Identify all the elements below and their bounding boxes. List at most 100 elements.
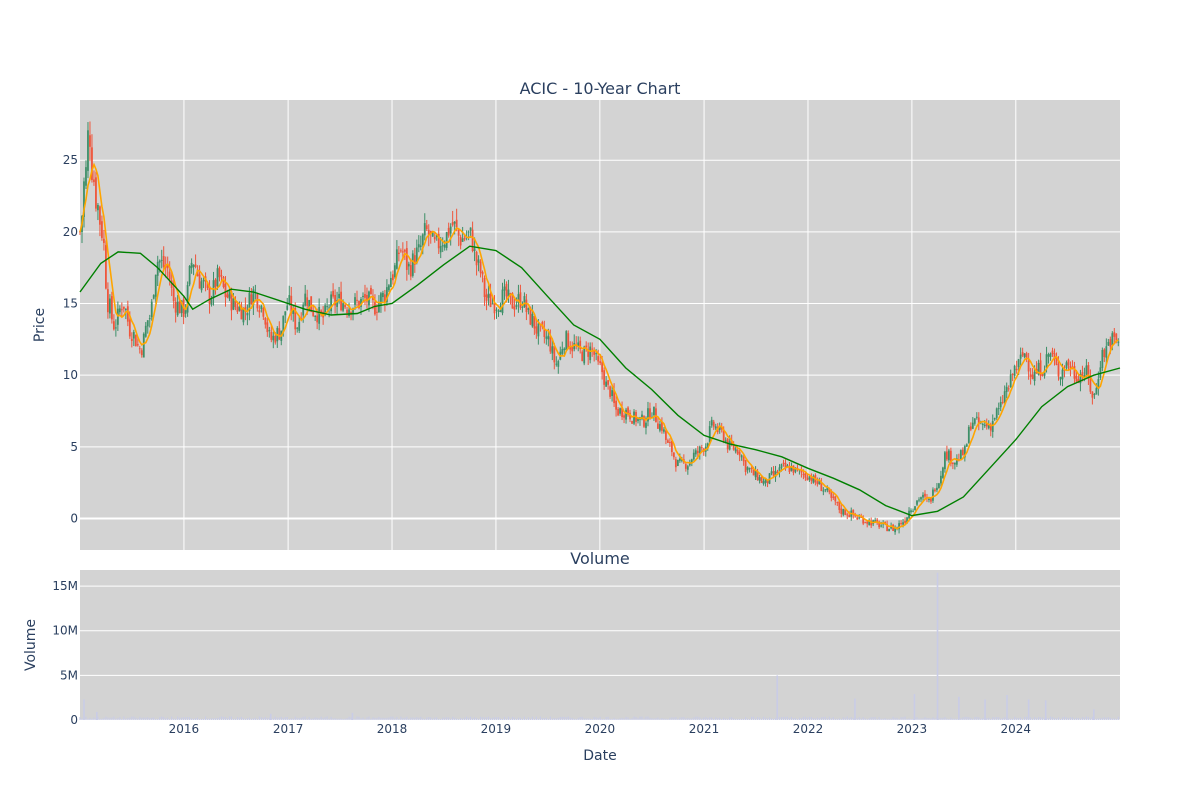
volume-bar <box>366 717 368 720</box>
candle-body <box>752 468 755 476</box>
candle-body <box>1009 374 1012 388</box>
candle-body <box>816 481 819 485</box>
candle-body <box>1023 353 1026 358</box>
volume-bar <box>121 718 123 720</box>
candle-body <box>302 304 305 316</box>
candle-body <box>971 422 974 429</box>
volume-bar <box>551 718 553 720</box>
volume-bar <box>1016 717 1018 720</box>
candle-body <box>272 335 275 341</box>
candle-body <box>876 519 879 523</box>
candle-body <box>910 510 912 513</box>
candle-body <box>583 346 586 364</box>
candle-body <box>461 238 464 242</box>
volume-bar <box>627 717 629 720</box>
candle-body <box>236 306 239 312</box>
volume-bar <box>129 717 131 720</box>
volume-bar <box>356 716 358 720</box>
volume-bar <box>994 717 996 720</box>
volume-bar <box>735 719 737 720</box>
candle-body <box>756 471 759 481</box>
candle-body <box>292 309 295 315</box>
volume-bar <box>946 718 948 720</box>
volume-bar <box>1037 716 1040 720</box>
volume-bar <box>1008 718 1010 720</box>
candle-body <box>784 462 787 468</box>
candle-body <box>364 294 366 298</box>
volume-bar <box>705 716 707 720</box>
volume-bar <box>503 716 506 720</box>
candle-body <box>1025 353 1028 358</box>
candle-body <box>378 301 380 313</box>
candle-body <box>668 442 671 444</box>
candle-body <box>194 264 197 268</box>
candle-body <box>477 259 480 263</box>
volume-bar <box>1002 718 1004 720</box>
volume-bar <box>458 719 460 720</box>
candle-body <box>531 313 534 327</box>
volume-bar <box>404 717 406 720</box>
volume-bar <box>842 717 844 720</box>
candle-body <box>832 496 835 498</box>
candle-body <box>563 348 566 351</box>
candle-body <box>126 306 129 322</box>
candle-body <box>122 306 125 309</box>
short-moving-average-line[interactable] <box>79 162 1119 530</box>
candle-body <box>818 480 821 485</box>
candle-body <box>1079 373 1082 384</box>
candle-body <box>83 181 85 218</box>
volume-bar <box>782 716 785 720</box>
candle-body <box>772 471 775 476</box>
volume-spike-bar <box>95 711 98 720</box>
candle-body <box>232 298 235 310</box>
volume-bar <box>683 716 685 720</box>
volume-bar <box>559 716 561 720</box>
volume-bar <box>908 718 910 720</box>
volume-bar <box>316 717 318 720</box>
volume-bar <box>173 718 175 720</box>
volume-bar <box>832 717 834 720</box>
volume-bar <box>685 718 687 720</box>
volume-bar <box>189 717 191 720</box>
candle-body <box>495 309 498 311</box>
long-moving-average-line[interactable] <box>79 245 1121 517</box>
volume-bar <box>204 716 207 720</box>
volume-bar-series[interactable] <box>79 572 1119 720</box>
candle-body <box>993 418 996 420</box>
candle-body <box>108 298 111 314</box>
candle-body <box>533 316 536 329</box>
volume-bar <box>111 717 113 720</box>
volume-bar <box>691 718 693 720</box>
volume-bar <box>599 716 601 720</box>
volume-bar <box>846 716 848 720</box>
volume-y-tick-label: 5M <box>60 668 78 682</box>
candle-body <box>89 135 91 147</box>
volume-bar <box>537 718 539 720</box>
candle-body <box>659 424 661 431</box>
volume-bar <box>501 718 504 720</box>
candle-body <box>326 306 329 308</box>
candle-body <box>810 477 813 481</box>
volume-bar <box>422 718 424 720</box>
candle-body <box>862 518 865 524</box>
candle-body <box>1115 333 1118 341</box>
volume-spike-bar <box>958 696 960 720</box>
candle-body <box>834 496 837 502</box>
volume-bar <box>416 717 418 720</box>
volume-bar <box>1069 717 1072 720</box>
volume-bar <box>487 716 490 720</box>
candlestick-series[interactable] <box>79 121 1120 535</box>
candle-body <box>800 470 803 473</box>
volume-bar <box>131 716 133 720</box>
volume-bar <box>304 716 306 720</box>
volume-bar <box>505 718 508 720</box>
volume-bar <box>647 716 649 720</box>
volume-bar <box>663 718 665 720</box>
volume-bar <box>960 718 962 720</box>
volume-bar <box>721 718 723 720</box>
volume-bar <box>1087 716 1089 720</box>
volume-panel-background <box>80 570 1120 720</box>
candle-body <box>774 470 777 477</box>
volume-bar <box>1075 717 1078 720</box>
